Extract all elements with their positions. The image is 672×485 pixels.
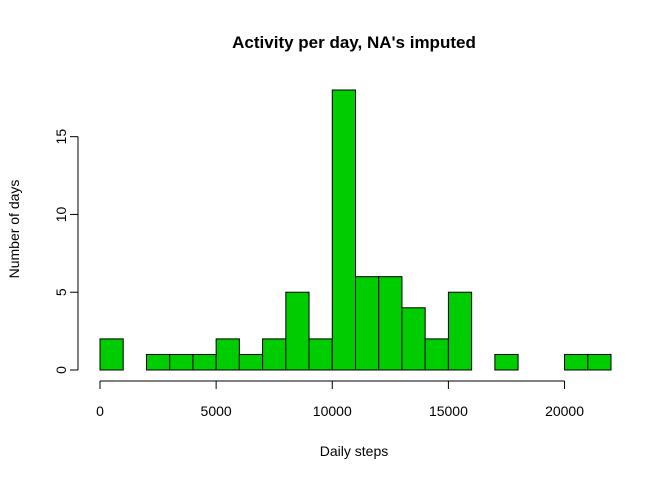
chart-title: Activity per day, NA's imputed [232, 33, 476, 52]
y-axis-label: Number of days [6, 180, 22, 279]
histogram-bar-14000-15000 [424, 338, 449, 371]
histogram-bar-13000-14000 [401, 307, 426, 371]
histogram-bar-2000-3000 [145, 353, 171, 371]
y-axis: 0 5 10 15 [53, 129, 79, 374]
y-tick-label: 0 [53, 366, 69, 374]
x-tick-label: 0 [96, 403, 104, 419]
x-tick-label: 5000 [201, 403, 232, 419]
histogram-bar-21000-22000 [587, 353, 612, 371]
y-tick-label: 15 [53, 129, 69, 145]
histogram-bar-10000-11000 [331, 89, 357, 371]
histogram-bar-9000-10000 [308, 338, 333, 371]
histogram-bar-20000-21000 [564, 353, 589, 371]
histogram-bars [99, 89, 612, 371]
x-tick-label: 15000 [429, 403, 468, 419]
histogram-bar-15000-16000 [447, 291, 473, 371]
histogram-bar-17000-18000 [494, 353, 519, 371]
y-tick-label: 10 [53, 206, 69, 222]
histogram-bar-3000-4000 [169, 353, 194, 371]
y-tick-label: 5 [53, 288, 69, 296]
histogram-bar-0-1000 [99, 338, 124, 371]
histogram-bar-5000-6000 [215, 338, 240, 371]
x-tick-label: 10000 [313, 403, 352, 419]
histogram-bar-7000-8000 [262, 338, 287, 371]
histogram-bar-8000-9000 [285, 291, 310, 371]
x-axis: 0 5000 10000 15000 20000 [96, 380, 584, 419]
x-tick-label: 20000 [545, 403, 584, 419]
histogram-bar-11000-12000 [355, 276, 380, 371]
histogram-bar-4000-5000 [192, 353, 217, 371]
histogram-bar-6000-7000 [238, 353, 264, 371]
x-axis-label: Daily steps [320, 443, 388, 459]
histogram-bar-12000-13000 [378, 276, 403, 371]
